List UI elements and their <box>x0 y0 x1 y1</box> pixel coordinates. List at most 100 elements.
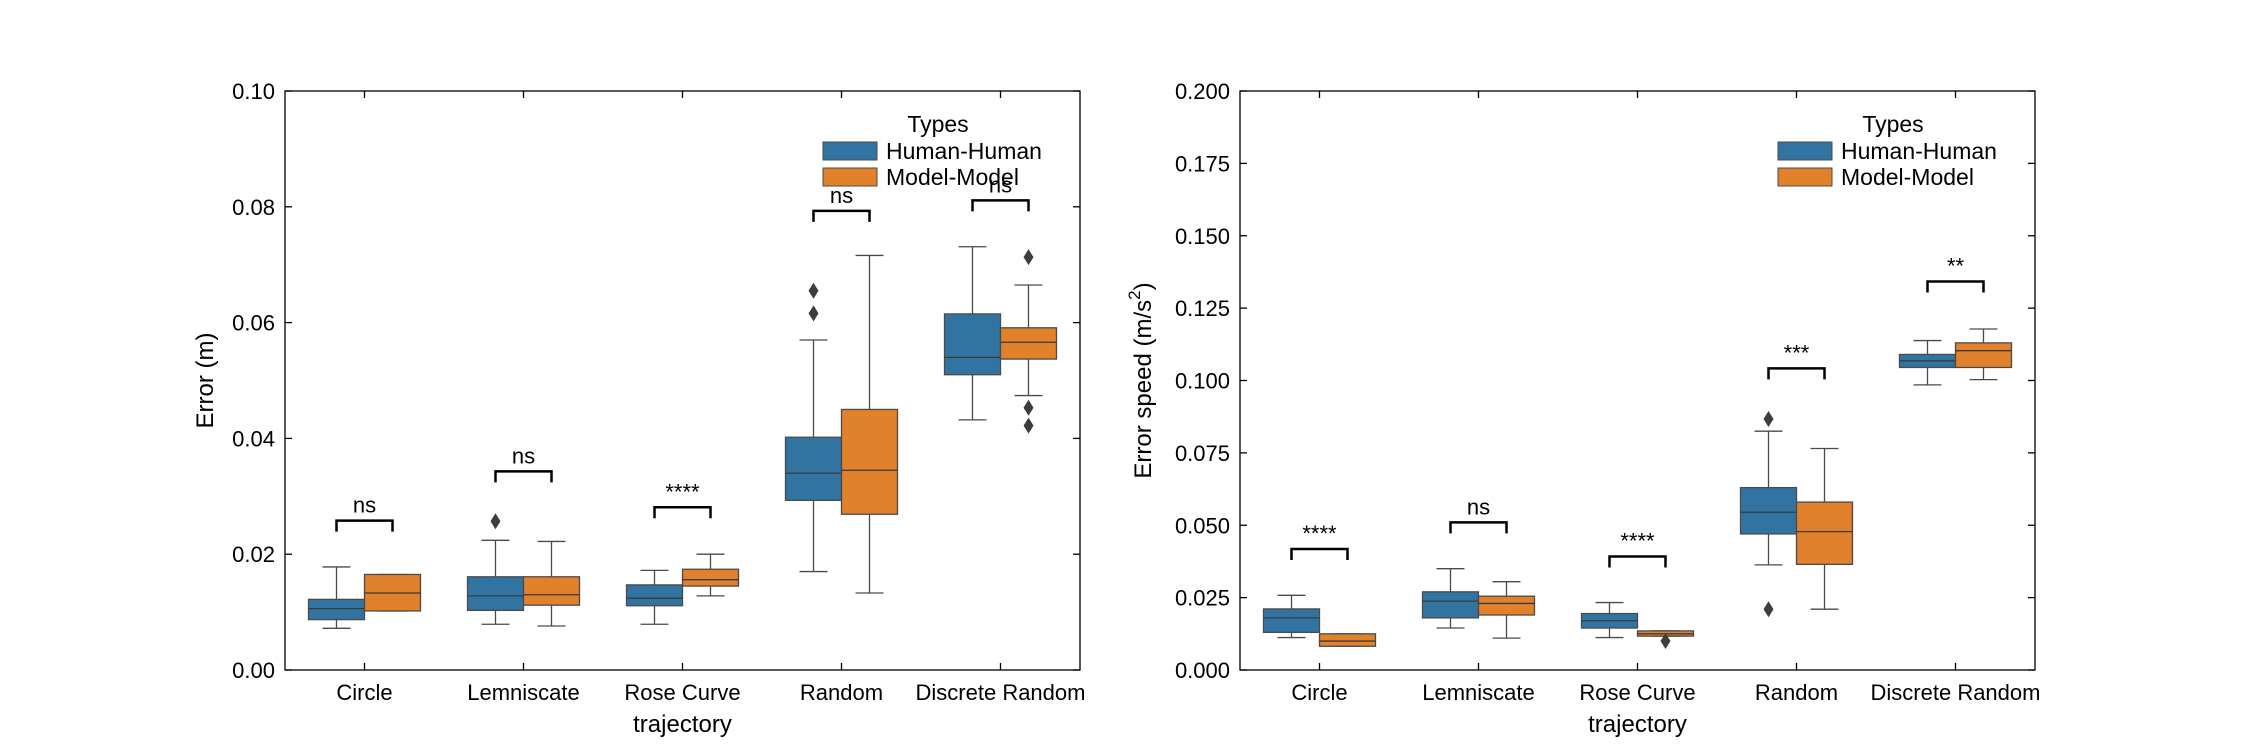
significance-label: **** <box>1620 529 1655 554</box>
box-iqr <box>1477 595 1536 616</box>
x-axis-label: trajectory <box>1588 711 1687 738</box>
box-model-model-0 <box>1318 633 1377 647</box>
legend-entry-label: Model-Model <box>1841 164 1974 190</box>
y-tick-label: 0.200 <box>1175 79 1230 104</box>
box-model-model-3 <box>840 254 899 594</box>
legend-swatch <box>822 167 878 187</box>
significance-annotation: ns <box>971 172 1030 212</box>
significance-annotation: **** <box>1608 529 1667 568</box>
box-model-model-1 <box>522 540 581 627</box>
box-model-model-2 <box>1636 630 1695 650</box>
significance-label: ns <box>512 443 535 468</box>
box-iqr <box>1262 608 1321 634</box>
box-iqr <box>466 576 525 612</box>
x-tick-label: Circle <box>1291 680 1347 705</box>
significance-annotation: **** <box>1290 521 1349 560</box>
y-tick-label: 0.00 <box>232 658 275 683</box>
legend-title: Types <box>907 111 968 137</box>
legend-entry-label: Human-Human <box>1841 138 1997 164</box>
significance-label: ns <box>353 493 376 518</box>
box-iqr <box>999 327 1058 360</box>
y-tick-label: 0.050 <box>1175 513 1230 538</box>
x-tick-label: Rose Curve <box>624 680 740 705</box>
x-tick-label: Random <box>1755 680 1838 705</box>
x-tick-label: Random <box>800 680 883 705</box>
box-human-human-4 <box>1898 339 1957 386</box>
box-iqr <box>943 313 1002 376</box>
y-axis-label-main: Error (m) <box>192 333 219 429</box>
box-model-model-4 <box>999 249 1058 434</box>
y-tick-label: 0.08 <box>232 195 275 220</box>
y-tick-label: 0.100 <box>1175 369 1230 394</box>
box-iqr <box>625 584 684 607</box>
box-iqr <box>522 576 581 606</box>
box-model-model-1 <box>1477 581 1536 639</box>
significance-bracket <box>653 506 712 519</box>
box-iqr <box>1739 486 1798 535</box>
box-human-human-0 <box>307 566 366 629</box>
x-tick-label: Lemniscate <box>467 680 580 705</box>
significance-annotation: ns <box>812 183 871 222</box>
x-tick-label: Lemniscate <box>1422 680 1535 705</box>
significance-label: ns <box>1467 494 1490 519</box>
outlier-point <box>1763 601 1774 618</box>
significance-bracket <box>1449 521 1508 534</box>
y-axis-label-superscript: 2 <box>1125 290 1144 299</box>
x-axis-label: trajectory <box>633 711 732 738</box>
box-human-human-3 <box>784 282 843 573</box>
box-iqr <box>681 568 740 587</box>
significance-annotation: ns <box>494 443 553 483</box>
y-tick-label: 0.025 <box>1175 586 1230 611</box>
y-tick-label: 0.000 <box>1175 658 1230 683</box>
y-tick-label: 0.125 <box>1175 296 1230 321</box>
x-tick-label: Discrete Random <box>1871 680 2041 705</box>
outlier-point <box>808 305 819 322</box>
x-tick-label: Discrete Random <box>916 680 1086 705</box>
box-human-human-4 <box>943 246 1002 421</box>
significance-bracket <box>494 470 553 483</box>
box-model-model-4 <box>1954 328 2013 381</box>
significance-label: **** <box>665 479 700 504</box>
y-tick-label: 0.150 <box>1175 224 1230 249</box>
significance-bracket <box>1608 555 1667 568</box>
significance-annotation: ns <box>1449 494 1508 534</box>
legend-swatch <box>822 141 878 161</box>
box-human-human-1 <box>1421 568 1480 629</box>
y-tick-label: 0.04 <box>232 426 275 451</box>
outlier-point <box>1023 417 1034 434</box>
significance-bracket <box>1290 547 1349 560</box>
y-axis-label: Error (m) <box>192 333 219 429</box>
y-tick-label: 0.075 <box>1175 441 1230 466</box>
outlier-point <box>1763 411 1774 428</box>
significance-bracket <box>812 209 871 222</box>
outlier-point <box>490 513 501 530</box>
box-iqr <box>307 598 366 621</box>
y-axis-label-close: ) <box>1130 282 1157 290</box>
legend-swatch <box>1777 141 1833 161</box>
error-chart: 0.00 0.02 0.04 0.06 0.08 0.10 Circle Lemniscate… <box>192 79 1085 738</box>
y-axis-label: Error speed (m/s2) <box>1125 282 1157 478</box>
significance-annotation: ** <box>1926 253 1985 293</box>
outlier-point <box>808 282 819 299</box>
significance-annotation: *** <box>1767 340 1826 380</box>
box-iqr <box>1954 342 2013 369</box>
box-model-model-3 <box>1795 447 1854 610</box>
legend-title: Types <box>1862 111 1923 137</box>
outlier-point <box>1023 399 1034 416</box>
significance-bracket <box>335 519 394 532</box>
legend-swatch <box>1777 167 1833 187</box>
box-model-model-2 <box>681 553 740 597</box>
box-iqr <box>1318 633 1377 647</box>
box-iqr <box>1421 591 1480 619</box>
y-tick-label: 0.06 <box>232 311 275 336</box>
box-human-human-2 <box>625 569 684 625</box>
significance-bracket <box>1767 367 1826 380</box>
box-human-human-1 <box>466 513 525 625</box>
significance-bracket <box>971 199 1030 212</box>
y-tick-label: 0.10 <box>232 79 275 104</box>
box-human-human-3 <box>1739 411 1798 618</box>
significance-annotation: **** <box>653 479 712 519</box>
significance-label: *** <box>1784 340 1810 365</box>
